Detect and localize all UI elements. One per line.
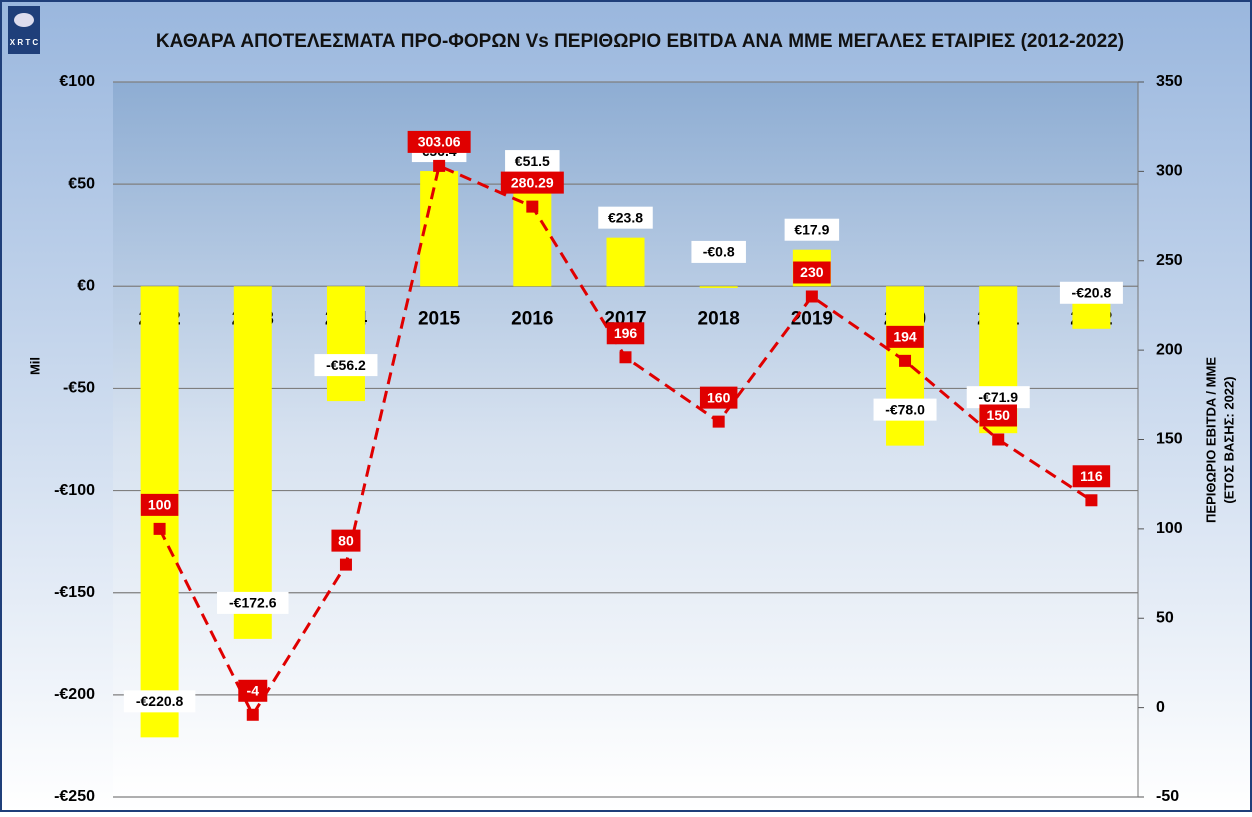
line-value-label: 160 [707, 389, 731, 405]
line-value-label-bg [979, 404, 1017, 427]
line-value-label: 196 [614, 325, 638, 341]
bar-value-label-bg [217, 591, 289, 614]
line-value-label-bg [793, 261, 831, 284]
y-tick-label: -€50 [63, 380, 95, 397]
bar [420, 171, 459, 287]
y-axis-label: Mil [27, 357, 42, 375]
bar-value-label-bg [966, 386, 1030, 409]
bar-value-label-bg [873, 398, 937, 421]
line-value-label: 100 [148, 497, 172, 513]
x-tick-label: 2019 [791, 308, 833, 329]
y2-tick-label: 50 [1156, 609, 1174, 626]
plot-area [113, 82, 1138, 797]
y-tick-label: €100 [59, 73, 95, 90]
y2-tick-label: 100 [1156, 520, 1183, 537]
logo-icon [14, 13, 34, 27]
bar [513, 181, 552, 287]
y2-tick-label: 300 [1156, 163, 1183, 180]
line-value-label: -4 [247, 682, 260, 698]
y-tick-label: -€150 [54, 584, 95, 601]
line-marker [992, 433, 1005, 446]
line-value-label: 194 [893, 329, 917, 345]
bar [606, 237, 645, 287]
line-value-label-bg [699, 386, 738, 409]
chart-title: ΚΑΘΑΡΑ ΑΠΟΤΕΛΕΣΜΑΤΑ ΠΡΟ-ΦΟΡΩΝ Vs ΠΕΡΙΘΩΡ… [156, 31, 1124, 52]
line-marker [339, 558, 352, 571]
line-value-label-bg [606, 322, 645, 345]
bar-value-label: -€220.8 [136, 693, 184, 709]
bar-value-label: -€78.0 [885, 401, 925, 417]
bar-value-label-bg [123, 690, 196, 713]
y-tick-label: -€200 [54, 686, 95, 703]
x-tick-label: 2015 [418, 308, 461, 329]
line-value-label-bg [331, 529, 361, 552]
line-value-label: 150 [987, 407, 1011, 423]
y2-axis-label: ΠΕΡΙΘΩΡΙΟ EBITDA / ΜΜΕ [1203, 357, 1218, 523]
y2-tick-label: 200 [1156, 341, 1183, 358]
bar-value-label: €17.9 [794, 221, 829, 237]
bar [233, 286, 272, 639]
line-value-label-bg [140, 493, 179, 516]
line-value-label: 303.06 [418, 134, 461, 150]
y2-tick-label: -50 [1156, 788, 1179, 805]
line-marker [805, 290, 818, 303]
y2-tick-label: 350 [1156, 73, 1183, 90]
bar-value-label: -€172.6 [229, 595, 277, 611]
bar-value-label: -€71.9 [978, 389, 1018, 405]
y-tick-label: €50 [68, 175, 95, 192]
bar [326, 286, 365, 402]
y-tick-label: -€100 [54, 482, 95, 499]
line-marker [433, 159, 446, 172]
line-value-label-bg [407, 130, 471, 153]
bar-value-label-bg [505, 150, 560, 173]
line-marker [153, 522, 166, 535]
line-marker [246, 708, 259, 721]
bar-value-label-bg [691, 240, 746, 263]
y2-tick-label: 0 [1156, 699, 1165, 716]
y-tick-label: €0 [77, 278, 95, 295]
line-marker [619, 351, 632, 364]
y2-axis-label: (ΕΤΟΣ ΒΑΣΗΣ: 2022) [1221, 376, 1236, 503]
bar-value-label: -€0.8 [703, 244, 735, 260]
bar-value-label-bg [1059, 281, 1123, 304]
x-tick-label: 2018 [698, 308, 740, 329]
logo-text: X R T C [10, 38, 39, 47]
line-value-label-bg [886, 325, 924, 348]
bar [699, 286, 738, 288]
bar-value-label-bg [314, 354, 378, 377]
y2-tick-label: 150 [1156, 431, 1183, 448]
line-value-label-bg [1072, 465, 1111, 488]
line-marker [899, 354, 912, 367]
y-tick-label: -€250 [54, 788, 95, 805]
bar-value-label: -€20.8 [1072, 284, 1112, 300]
line-marker [526, 200, 539, 213]
line-marker [1085, 494, 1098, 507]
bar-value-label: €23.8 [608, 209, 643, 225]
y2-tick-label: 250 [1156, 252, 1183, 269]
line-value-label: 80 [338, 532, 354, 548]
line-value-label: 230 [800, 264, 824, 280]
bar-value-label: €51.5 [515, 153, 550, 169]
bar-value-label-bg [598, 206, 653, 229]
bar-value-label: -€56.2 [326, 357, 366, 373]
line-value-label-bg [238, 679, 268, 702]
line-value-label: 116 [1080, 468, 1103, 484]
bar-value-label-bg [784, 218, 840, 241]
x-tick-label: 2016 [511, 308, 553, 329]
line-marker [712, 415, 725, 428]
line-value-label-bg [500, 171, 564, 194]
line-value-label: 280.29 [511, 174, 554, 190]
